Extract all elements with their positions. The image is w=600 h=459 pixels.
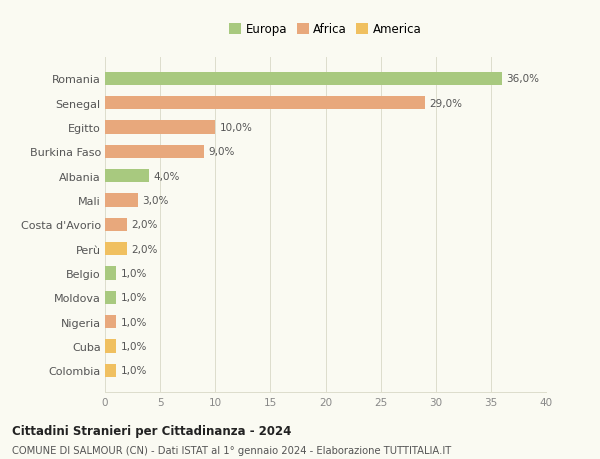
Text: 2,0%: 2,0% bbox=[131, 220, 158, 230]
Text: 3,0%: 3,0% bbox=[142, 196, 169, 206]
Text: 1,0%: 1,0% bbox=[121, 341, 147, 351]
Bar bbox=[105, 364, 116, 377]
Bar bbox=[105, 194, 138, 207]
Bar bbox=[105, 146, 204, 159]
Text: COMUNE DI SALMOUR (CN) - Dati ISTAT al 1° gennaio 2024 - Elaborazione TUTTITALIA: COMUNE DI SALMOUR (CN) - Dati ISTAT al 1… bbox=[12, 446, 451, 455]
Bar bbox=[105, 218, 127, 232]
Text: 1,0%: 1,0% bbox=[121, 365, 147, 375]
Bar bbox=[105, 73, 502, 86]
Bar bbox=[105, 267, 116, 280]
Text: 36,0%: 36,0% bbox=[506, 74, 539, 84]
Text: 4,0%: 4,0% bbox=[154, 171, 180, 181]
Text: 1,0%: 1,0% bbox=[121, 317, 147, 327]
Text: 10,0%: 10,0% bbox=[220, 123, 253, 133]
Text: 1,0%: 1,0% bbox=[121, 293, 147, 303]
Bar bbox=[105, 121, 215, 134]
Legend: Europa, Africa, America: Europa, Africa, America bbox=[226, 20, 425, 40]
Bar bbox=[105, 242, 127, 256]
Text: 2,0%: 2,0% bbox=[131, 244, 158, 254]
Bar bbox=[105, 291, 116, 304]
Text: 29,0%: 29,0% bbox=[429, 99, 462, 108]
Bar bbox=[105, 315, 116, 329]
Text: 9,0%: 9,0% bbox=[209, 147, 235, 157]
Text: 1,0%: 1,0% bbox=[121, 269, 147, 279]
Bar bbox=[105, 97, 425, 110]
Bar bbox=[105, 340, 116, 353]
Bar bbox=[105, 170, 149, 183]
Text: Cittadini Stranieri per Cittadinanza - 2024: Cittadini Stranieri per Cittadinanza - 2… bbox=[12, 424, 292, 437]
